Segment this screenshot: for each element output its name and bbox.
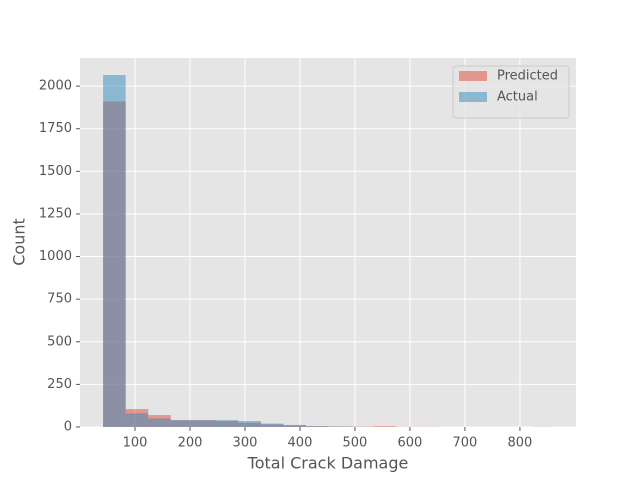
bar — [193, 420, 216, 427]
legend: Predicted Actual — [453, 66, 569, 118]
y-tick-label: 1750 — [39, 121, 72, 136]
x-tick-label: 100 — [123, 436, 148, 451]
bar — [261, 424, 284, 427]
bar — [148, 418, 171, 427]
legend-label: Predicted — [497, 69, 558, 84]
y-tick-label: 0 — [64, 420, 72, 435]
legend-label: Actual — [497, 90, 538, 105]
x-tick-label: 600 — [398, 436, 423, 451]
bar — [283, 425, 306, 427]
bar — [126, 413, 149, 427]
y-axis-label: Count — [10, 218, 29, 266]
y-tick-label: 1000 — [39, 249, 72, 264]
bar — [171, 420, 194, 427]
legend-swatch — [459, 71, 487, 81]
y-tick-label: 2000 — [39, 79, 72, 94]
y-tick-label: 500 — [47, 334, 72, 349]
x-tick-label: 700 — [453, 436, 478, 451]
x-tick-label: 500 — [343, 436, 368, 451]
y-tick-label: 1500 — [39, 164, 72, 179]
x-tick-label: 400 — [288, 436, 313, 451]
x-tick-label: 800 — [507, 436, 532, 451]
y-tick-label: 250 — [47, 377, 72, 392]
bar — [216, 420, 239, 427]
x-axis-label: Total Crack Damage — [247, 454, 409, 473]
bar — [374, 426, 397, 427]
bar — [103, 75, 126, 427]
y-tick-label: 1250 — [39, 206, 72, 221]
y-tick-label: 750 — [47, 292, 72, 307]
bar — [306, 426, 329, 427]
x-tick-label: 200 — [178, 436, 203, 451]
bar — [238, 421, 261, 427]
bar — [329, 426, 352, 427]
x-tick-label: 300 — [233, 436, 258, 451]
legend-swatch — [459, 92, 487, 102]
